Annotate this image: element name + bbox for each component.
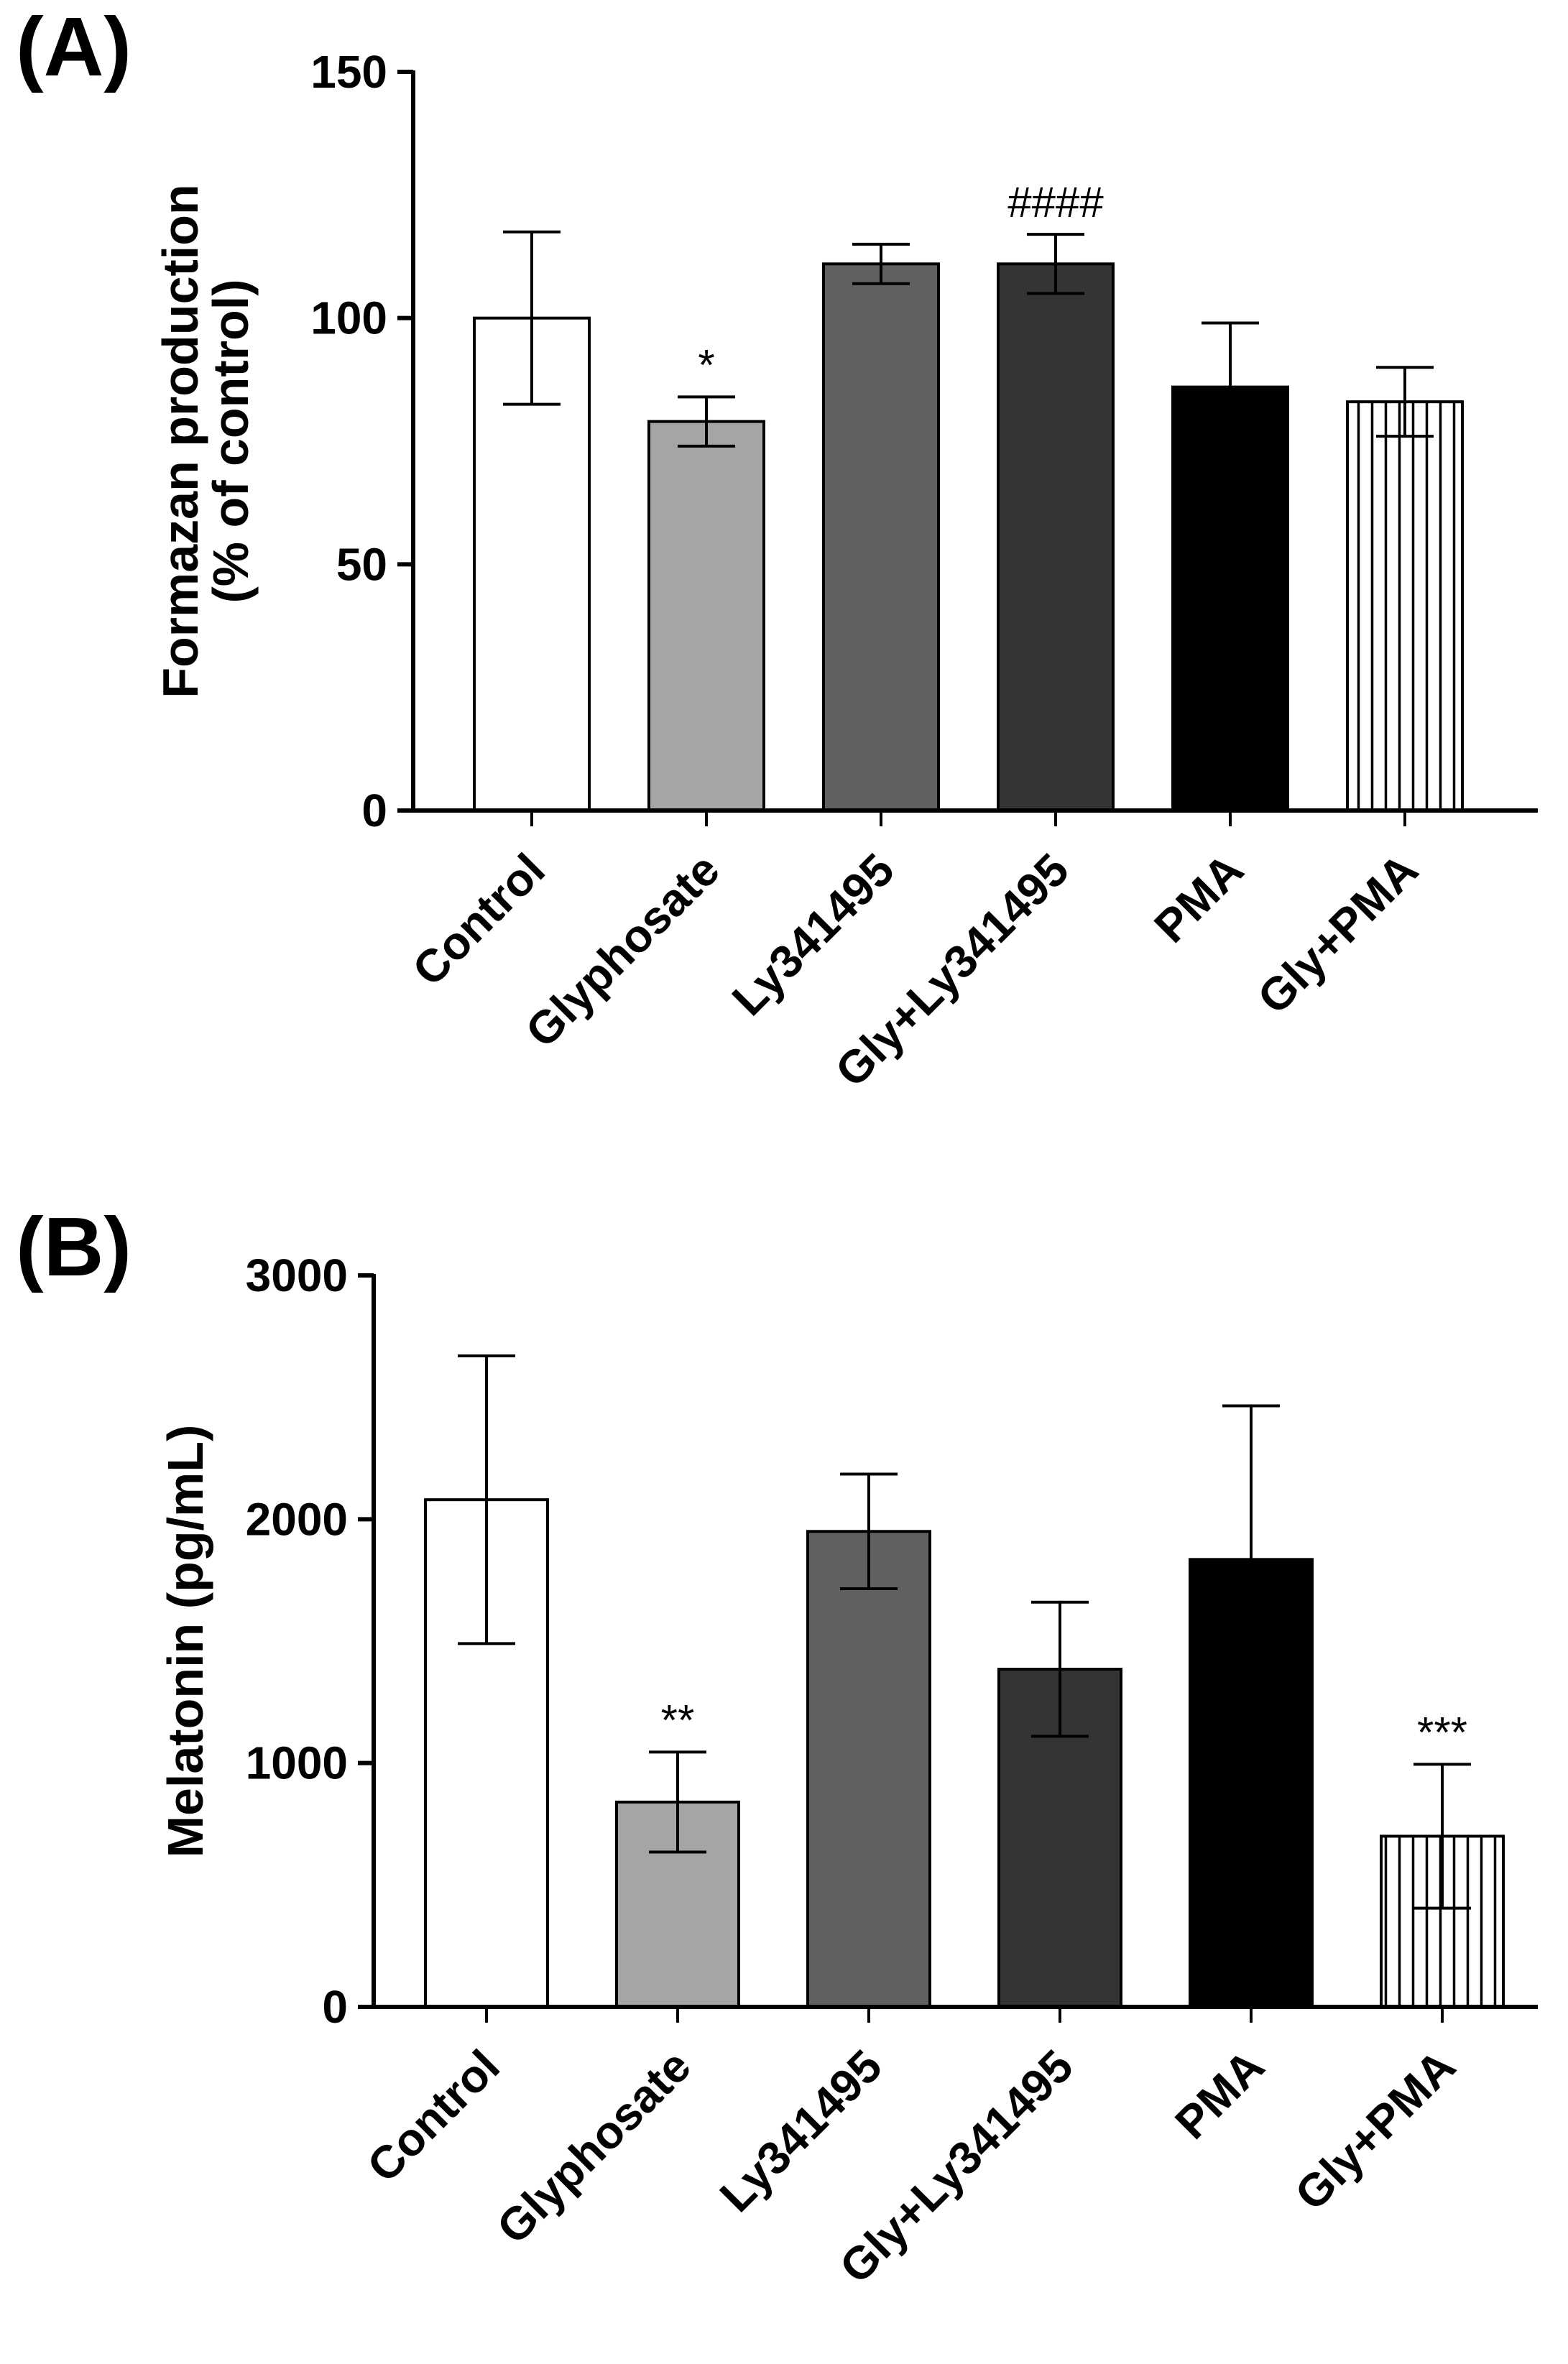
bar-a-3 — [997, 262, 1115, 812]
y-tick-label-b-2: 2000 — [246, 1493, 348, 1545]
significance-label-a-3: #### — [1007, 178, 1104, 226]
y-tick-label-a-1: 50 — [336, 538, 387, 590]
x-tick-label-b-4: PMA — [1165, 2040, 1273, 2148]
y-axis-label-a-line-1: Formazan production — [152, 184, 208, 698]
panel-b-chart: (B) Melatonin (pg/mL) Control ** Glyphosate L… — [16, 1200, 1538, 2293]
y-tick-label-b-0: 0 — [322, 1981, 348, 2033]
significance-label-a-1: * — [698, 341, 714, 389]
panel-label-b: (B) — [16, 1200, 132, 1293]
bar-a-2 — [822, 262, 940, 812]
x-tick-label-a-2: Ly341495 — [722, 844, 904, 1025]
bar-b-2 — [806, 1530, 931, 2009]
significance-label-b-5: *** — [1417, 1708, 1467, 1756]
y-tick-label-b-1: 1000 — [246, 1737, 348, 1789]
significance-label-b-1: ** — [661, 1696, 695, 1744]
x-tick-label-a-0: Control — [402, 844, 555, 996]
panel-label-a: (A) — [16, 0, 132, 93]
y-tick-label-a-2: 100 — [310, 292, 387, 344]
x-tick-label-a-5: Gly+PMA — [1248, 844, 1428, 1024]
x-tick-label-b-2: Ly341495 — [710, 2040, 892, 2222]
y-tick-label-a-0: 0 — [361, 785, 387, 836]
y-tick-label-b-3: 3000 — [246, 1250, 348, 1301]
y-axis-label-b-line-1: Melatonin (pg/mL) — [157, 1425, 213, 1858]
panel-a-chart: (A) Formazan production(% of control) Cont… — [16, 0, 1538, 1096]
y-axis-label-a-line-2: (% of control) — [203, 279, 259, 603]
x-tick-label-b-1: Glyphosate — [487, 2040, 701, 2253]
bar-a-5 — [1346, 400, 1464, 812]
x-tick-label-b-0: Control — [357, 2040, 509, 2192]
bar-a-1 — [647, 420, 765, 812]
x-tick-label-b-5: Gly+PMA — [1285, 2040, 1465, 2220]
x-tick-label-a-4: PMA — [1144, 844, 1253, 952]
y-tick-label-a-3: 150 — [310, 46, 387, 98]
